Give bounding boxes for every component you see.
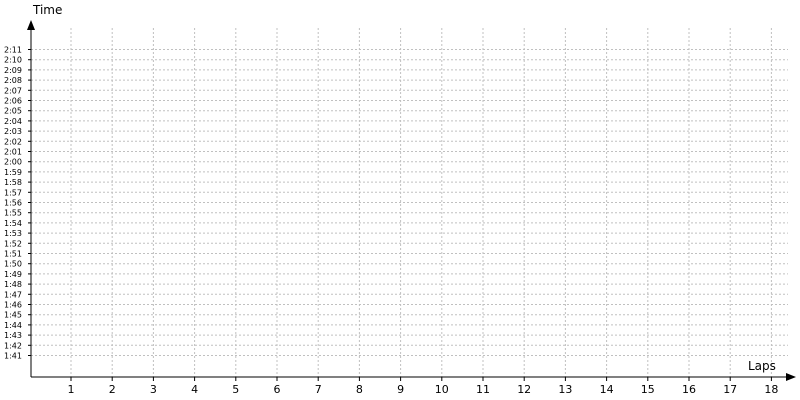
y-tick-label: 1:55 — [4, 209, 22, 218]
grid — [31, 28, 788, 377]
x-tick-label: 17 — [723, 383, 737, 396]
y-tick-label: 2:01 — [4, 148, 22, 157]
y-tick-label: 1:51 — [4, 250, 22, 259]
y-axis-arrow — [27, 20, 35, 30]
y-tick-label: 1:57 — [4, 188, 22, 197]
x-tick-label: 15 — [641, 383, 655, 396]
x-tick-label: 12 — [517, 383, 531, 396]
y-tick-label: 2:00 — [4, 158, 22, 167]
y-tick-label: 2:06 — [4, 97, 22, 106]
x-tick-label: 1 — [68, 383, 75, 396]
x-axis-arrow — [786, 373, 796, 381]
x-tick-label: 3 — [150, 383, 157, 396]
y-tick-label: 2:04 — [4, 117, 22, 126]
y-tick-label: 2:11 — [4, 46, 22, 55]
y-tick-label: 1:41 — [4, 352, 22, 361]
x-tick-label: 8 — [356, 383, 363, 396]
x-tick-label: 7 — [315, 383, 322, 396]
x-tick-label: 2 — [109, 383, 116, 396]
x-tick-label: 10 — [435, 383, 449, 396]
y-tick-label: 1:58 — [4, 178, 22, 187]
x-axis-title: Laps — [748, 359, 776, 373]
ticks: 1:41 1:421:431:441:451:46 1:471:481:491:50… — [4, 46, 778, 397]
x-tick-label: 13 — [558, 383, 572, 396]
y-tick-label: 2:03 — [4, 127, 22, 136]
y-tick-label: 1:42 — [4, 341, 22, 350]
y-axis-title: Time — [32, 3, 62, 17]
y-tick-label: 2:07 — [4, 86, 22, 95]
y-tick-label: 1:46 — [4, 301, 22, 310]
y-tick-label: 1:56 — [4, 199, 22, 208]
y-tick-label: 1:44 — [4, 321, 22, 330]
y-tick-label: 1:48 — [4, 280, 22, 289]
axes: Time Laps — [27, 3, 796, 381]
y-tick-label: 1:53 — [4, 229, 22, 238]
x-tick-label: 11 — [476, 383, 490, 396]
y-tick-label: 1:54 — [4, 219, 22, 228]
x-tick-label: 5 — [232, 383, 239, 396]
y-tick-label: 1:45 — [4, 311, 22, 320]
y-tick-label: 1:52 — [4, 239, 22, 248]
x-tick-label: 18 — [764, 383, 778, 396]
x-tick-label: 16 — [682, 383, 696, 396]
y-tick-label: 2:08 — [4, 76, 22, 85]
y-tick-label: 1:47 — [4, 290, 22, 299]
x-tick-label: 9 — [397, 383, 404, 396]
y-tick-label: 1:43 — [4, 331, 22, 340]
y-tick-label: 1:49 — [4, 270, 22, 279]
y-tick-label: 1:59 — [4, 168, 22, 177]
x-tick-label: 4 — [191, 383, 198, 396]
y-tick-label: 2:10 — [4, 56, 22, 65]
y-tick-label: 2:09 — [4, 66, 22, 75]
y-tick-label: 2:05 — [4, 107, 22, 116]
x-tick-label: 14 — [600, 383, 614, 396]
x-tick-label: 6 — [274, 383, 281, 396]
y-tick-label: 2:02 — [4, 137, 22, 146]
y-tick-label: 1:50 — [4, 260, 22, 269]
